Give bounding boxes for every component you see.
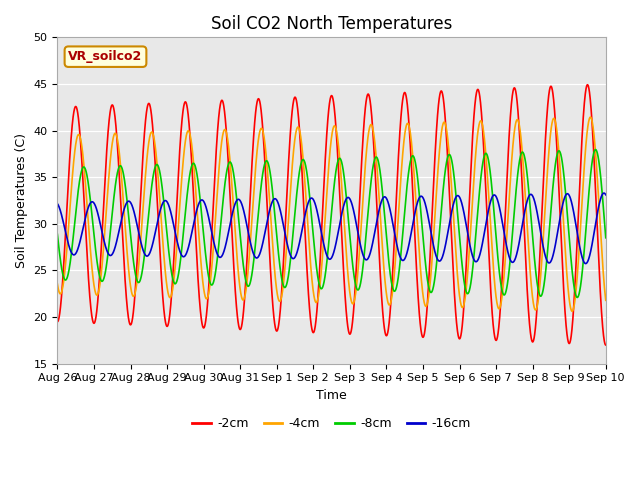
-4cm bbox=[568, 308, 576, 314]
Y-axis label: Soil Temperatures (C): Soil Temperatures (C) bbox=[15, 133, 28, 268]
Line: -2cm: -2cm bbox=[58, 85, 605, 345]
-16cm bbox=[264, 216, 271, 222]
-8cm bbox=[148, 178, 156, 183]
Line: -16cm: -16cm bbox=[58, 193, 605, 264]
-4cm bbox=[591, 147, 599, 153]
-8cm bbox=[573, 295, 581, 300]
-4cm bbox=[532, 307, 540, 313]
-16cm bbox=[116, 224, 124, 229]
-8cm bbox=[591, 147, 599, 153]
-16cm bbox=[148, 242, 156, 248]
-16cm bbox=[532, 204, 540, 209]
-2cm bbox=[584, 82, 591, 88]
-2cm bbox=[602, 342, 609, 348]
-2cm bbox=[148, 122, 156, 128]
-16cm bbox=[582, 261, 589, 266]
-4cm bbox=[602, 298, 609, 303]
X-axis label: Time: Time bbox=[316, 389, 347, 402]
-16cm bbox=[600, 190, 608, 196]
-2cm bbox=[287, 116, 295, 121]
-4cm bbox=[148, 130, 156, 135]
Title: Soil CO2 North Temperatures: Soil CO2 North Temperatures bbox=[211, 15, 452, 33]
-4cm bbox=[586, 114, 594, 120]
-2cm bbox=[116, 185, 124, 191]
-2cm bbox=[532, 320, 540, 325]
-2cm bbox=[591, 179, 599, 185]
Line: -8cm: -8cm bbox=[58, 150, 605, 298]
-4cm bbox=[264, 171, 271, 177]
Line: -4cm: -4cm bbox=[58, 117, 605, 311]
-4cm bbox=[54, 281, 61, 287]
-8cm bbox=[54, 231, 61, 237]
-8cm bbox=[287, 247, 295, 253]
-8cm bbox=[591, 147, 599, 153]
-2cm bbox=[264, 213, 271, 219]
-4cm bbox=[116, 156, 124, 162]
-8cm bbox=[532, 270, 540, 276]
-4cm bbox=[287, 173, 295, 179]
-2cm bbox=[54, 319, 61, 324]
-16cm bbox=[602, 192, 609, 198]
-16cm bbox=[591, 223, 599, 229]
-16cm bbox=[54, 201, 61, 206]
-16cm bbox=[287, 254, 295, 260]
-8cm bbox=[602, 235, 609, 240]
-8cm bbox=[264, 159, 271, 165]
Legend: -2cm, -4cm, -8cm, -16cm: -2cm, -4cm, -8cm, -16cm bbox=[187, 412, 476, 435]
-8cm bbox=[116, 163, 124, 169]
Text: VR_soilco2: VR_soilco2 bbox=[68, 50, 143, 63]
